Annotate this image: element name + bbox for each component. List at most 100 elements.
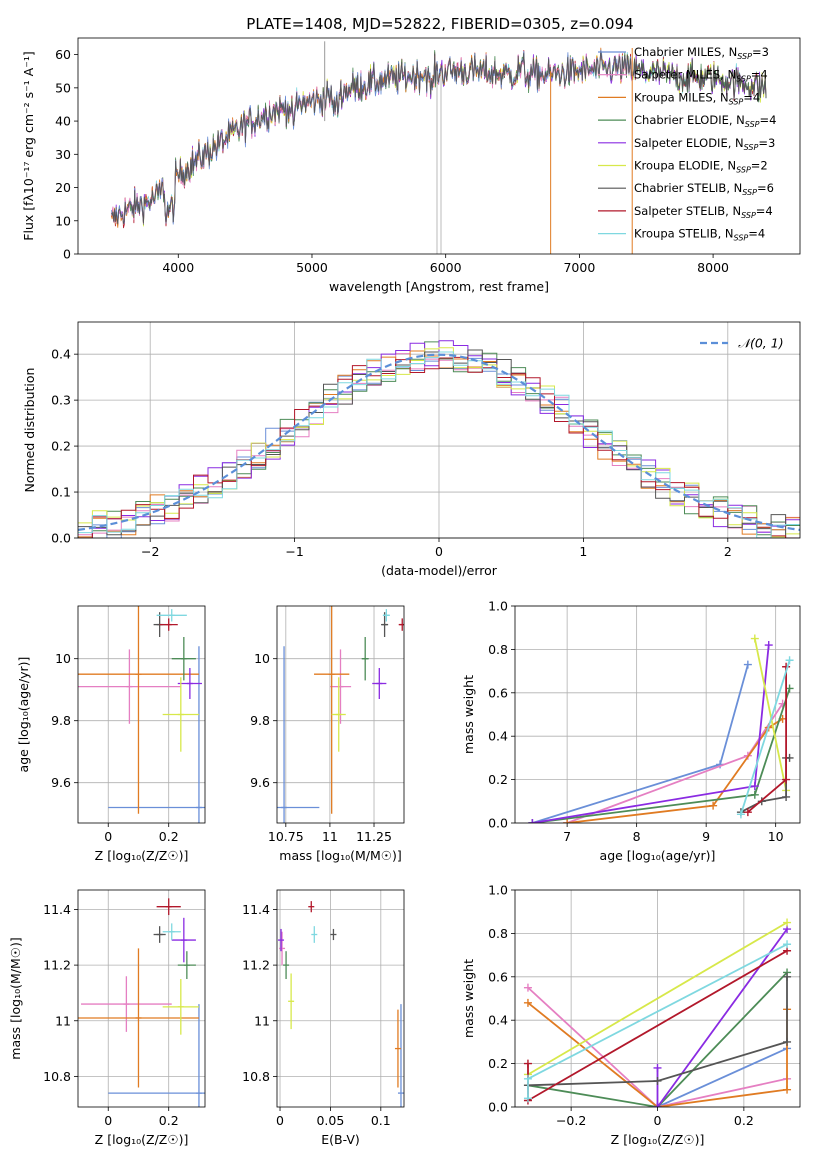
weight-line — [740, 660, 791, 815]
x-tick-label: 0 — [435, 544, 443, 559]
x-axis-label: mass [log₁₀(M/M☉)] — [279, 848, 401, 863]
x-tick-label: 5000 — [296, 260, 328, 275]
y-tick-label: 11 — [55, 1013, 71, 1028]
plot-area-mass_vs_ebv — [278, 901, 404, 1107]
weight-line — [532, 645, 770, 823]
y-tick-label: 9.8 — [51, 713, 71, 728]
x-tick-label: 0.2 — [734, 1113, 754, 1128]
errorbar-point — [372, 668, 387, 699]
figure-title: PLATE=1408, MJD=52822, FIBERID=0305, z=0… — [246, 15, 633, 33]
legend-label: Chabrier MILES, NSSP=3 — [634, 45, 769, 61]
errorbar-point — [308, 901, 315, 913]
legend-label: Kroupa STELIB, NSSP=4 — [634, 227, 765, 243]
plot-area-weight_vs_Z — [523, 918, 792, 1107]
weight-marker — [523, 1074, 532, 1083]
weight-line — [566, 718, 784, 823]
y-tick-label: 1.0 — [488, 599, 508, 614]
y-tick-label: 0.4 — [488, 1013, 508, 1028]
y-axis-label: mass weight — [461, 675, 476, 754]
axes-frame — [514, 605, 801, 824]
errorbar-point — [397, 1004, 404, 1107]
plot-area-age_vs_Z — [78, 606, 205, 823]
errorbar-point — [159, 618, 178, 631]
errorbar-point — [171, 637, 196, 681]
weight-line — [527, 921, 788, 1076]
y-tick-label: 0.4 — [488, 729, 508, 744]
y-tick-label: 0.0 — [51, 531, 71, 546]
weight-marker — [528, 819, 537, 823]
y-tick-label: 11 — [254, 1013, 270, 1028]
y-tick-label: 9.6 — [51, 775, 71, 790]
x-axis-label: Z [log₁₀(Z/Z☉)] — [95, 1132, 189, 1147]
weight-marker — [783, 918, 792, 927]
x-axis-label: E(B-V) — [321, 1132, 360, 1147]
y-tick-label: 0.2 — [51, 439, 71, 454]
panel-spectrum: 4000 5000 6000 7000 8000 0 10 20 30 40 50 60 wavelen… — [21, 37, 801, 294]
x-tick-label: 6000 — [430, 260, 462, 275]
x-axis-label: (data-model)/error — [381, 563, 498, 578]
errorbar-point — [177, 668, 202, 699]
weight-marker — [709, 801, 718, 810]
y-tick-label: 40 — [55, 114, 71, 129]
errorbar-point — [78, 606, 199, 814]
plot-area-residuals — [78, 340, 800, 538]
y-tick-label: 1.0 — [488, 883, 508, 898]
y-tick-label: 0.2 — [488, 772, 508, 787]
weight-marker — [783, 1037, 792, 1046]
weight-line — [527, 986, 788, 1107]
plot-area-weight_vs_age — [528, 634, 794, 823]
errorbar-point — [329, 649, 352, 724]
x-tick-label: 4000 — [162, 260, 194, 275]
plot-area-mass_vs_Z — [78, 898, 205, 1107]
errorbar-point — [156, 898, 181, 916]
x-tick-label: −0.2 — [556, 1113, 586, 1128]
x-tick-label: 10.75 — [268, 829, 304, 844]
errorbar-point — [81, 976, 172, 1032]
x-tick-label: 0.2 — [159, 829, 179, 844]
spectrum-legend: Chabrier MILES, NSSP=3 Salpeter MILES, NS… — [598, 45, 776, 243]
histogram-step-salpeter-stelib — [78, 356, 800, 538]
y-tick-label: 30 — [55, 147, 71, 162]
legend-label: Salpeter STELIB, NSSP=4 — [634, 204, 773, 220]
weight-line — [753, 638, 787, 791]
y-tick-label: 11.2 — [242, 958, 270, 973]
y-tick-label: 10 — [254, 651, 270, 666]
errorbar-point — [279, 931, 286, 966]
weight-marker — [653, 1063, 662, 1072]
panel-weight_vs_Z: −0.2 0 0.2 0.0 0.2 0.4 0.6 0.8 1.0 Z [log₁₀(Z/Z☉)… — [461, 883, 801, 1147]
axes-frame — [276, 605, 405, 824]
y-tick-label: 0.8 — [488, 642, 508, 657]
weight-marker — [783, 1085, 792, 1094]
errorbar-point — [278, 928, 285, 952]
weight-marker — [783, 940, 792, 949]
weight-marker — [783, 972, 792, 981]
errorbar-point — [314, 606, 350, 814]
x-tick-label: 0 — [104, 829, 112, 844]
weight-marker — [750, 782, 759, 791]
weight-line — [527, 1002, 788, 1107]
errorbar-point — [361, 637, 369, 681]
y-tick-label: 10 — [55, 651, 71, 666]
errorbar-point — [153, 926, 166, 943]
y-tick-label: 0.1 — [51, 485, 71, 500]
panel-residuals: −2 −1 0 1 2 0.0 0.1 0.2 0.3 0.4 (data-model)/error… — [22, 321, 801, 578]
x-tick-label: 8 — [633, 829, 641, 844]
weight-marker — [523, 983, 532, 992]
plot-area-age_vs_mass — [277, 606, 404, 823]
weight-marker — [782, 792, 791, 801]
x-tick-label: −1 — [285, 544, 303, 559]
y-axis-label: Normed distribution — [22, 368, 37, 493]
axes-frame — [77, 889, 206, 1108]
y-tick-label: 60 — [55, 47, 71, 62]
errorbar-point — [108, 646, 205, 823]
y-tick-label: 10 — [55, 213, 71, 228]
y-tick-label: 0 — [63, 247, 71, 262]
y-axis-label: mass weight — [461, 959, 476, 1038]
plot-area-spectrum — [111, 41, 767, 254]
x-tick-label: 0.1 — [371, 1113, 391, 1128]
y-tick-label: 10.8 — [43, 1069, 71, 1084]
weight-marker — [653, 1076, 662, 1085]
legend-label: Kroupa ELODIE, NSSP=2 — [634, 159, 768, 175]
x-axis-label: age [log₁₀(age/yr)] — [600, 848, 716, 863]
x-tick-label: 7000 — [563, 260, 595, 275]
